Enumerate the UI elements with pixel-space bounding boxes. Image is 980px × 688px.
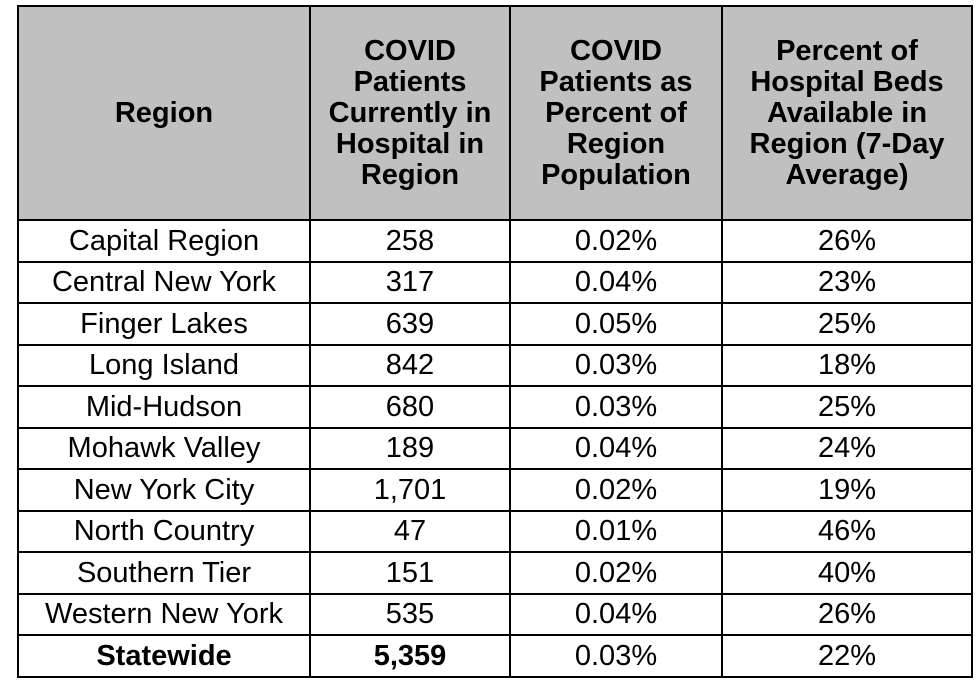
patients-cell: 680 [309, 385, 511, 429]
beds-available-cell: 46% [721, 509, 973, 553]
region-cell: Central New York [17, 260, 311, 304]
population-percent-cell: 0.02% [509, 551, 723, 595]
total-beds-available-cell: 22% [721, 634, 973, 678]
beds-available-cell: 40% [721, 551, 973, 595]
beds-available-cell: 24% [721, 426, 973, 470]
table-row: North Country 47 0.01% 46% [17, 509, 973, 553]
beds-available-cell: 25% [721, 385, 973, 429]
beds-available-cell: 26% [721, 219, 973, 263]
table-row: Mohawk Valley 189 0.04% 24% [17, 426, 973, 470]
region-cell: Mohawk Valley [17, 426, 311, 470]
covid-hospital-table: Region COVID Patients Currently in Hospi… [17, 5, 973, 678]
population-percent-cell: 0.02% [509, 468, 723, 512]
table-row: New York City 1,701 0.02% 19% [17, 468, 973, 512]
patients-cell: 639 [309, 302, 511, 346]
patients-cell: 842 [309, 343, 511, 387]
patients-cell: 535 [309, 592, 511, 636]
beds-available-cell: 25% [721, 302, 973, 346]
header-percent-of-population: COVID Patients as Percent of Region Popu… [509, 5, 723, 221]
beds-available-cell: 18% [721, 343, 973, 387]
header-patients-in-hospital: COVID Patients Currently in Hospital in … [309, 5, 511, 221]
total-row: Statewide 5,359 0.03% 22% [17, 634, 973, 678]
population-percent-cell: 0.04% [509, 592, 723, 636]
total-region-cell: Statewide [17, 634, 311, 678]
population-percent-cell: 0.04% [509, 426, 723, 470]
region-cell: Finger Lakes [17, 302, 311, 346]
table-row: Long Island 842 0.03% 18% [17, 343, 973, 387]
total-patients-cell: 5,359 [309, 634, 511, 678]
table-row: Mid-Hudson 680 0.03% 25% [17, 385, 973, 429]
population-percent-cell: 0.03% [509, 343, 723, 387]
region-cell: Capital Region [17, 219, 311, 263]
population-percent-cell: 0.05% [509, 302, 723, 346]
population-percent-cell: 0.04% [509, 260, 723, 304]
table-row: Capital Region 258 0.02% 26% [17, 219, 973, 263]
population-percent-cell: 0.03% [509, 385, 723, 429]
patients-cell: 47 [309, 509, 511, 553]
patients-cell: 317 [309, 260, 511, 304]
table-body: Capital Region 258 0.02% 26% Central New Yor… [17, 219, 973, 678]
region-cell: Long Island [17, 343, 311, 387]
beds-available-cell: 19% [721, 468, 973, 512]
table-row: Western New York 535 0.04% 26% [17, 592, 973, 636]
header-percent-beds-available: Percent of Hospital Beds Available in Re… [721, 5, 973, 221]
header-row: Region COVID Patients Currently in Hospi… [17, 5, 973, 221]
total-population-percent-cell: 0.03% [509, 634, 723, 678]
table-row: Finger Lakes 639 0.05% 25% [17, 302, 973, 346]
patients-cell: 1,701 [309, 468, 511, 512]
region-cell: Mid-Hudson [17, 385, 311, 429]
table-row: Southern Tier 151 0.02% 40% [17, 551, 973, 595]
patients-cell: 151 [309, 551, 511, 595]
beds-available-cell: 23% [721, 260, 973, 304]
region-cell: Southern Tier [17, 551, 311, 595]
beds-available-cell: 26% [721, 592, 973, 636]
region-cell: New York City [17, 468, 311, 512]
region-cell: Western New York [17, 592, 311, 636]
patients-cell: 258 [309, 219, 511, 263]
header-region: Region [17, 5, 311, 221]
region-cell: North Country [17, 509, 311, 553]
table-row: Central New York 317 0.04% 23% [17, 260, 973, 304]
data-table: Region COVID Patients Currently in Hospi… [17, 5, 973, 678]
population-percent-cell: 0.02% [509, 219, 723, 263]
patients-cell: 189 [309, 426, 511, 470]
population-percent-cell: 0.01% [509, 509, 723, 553]
